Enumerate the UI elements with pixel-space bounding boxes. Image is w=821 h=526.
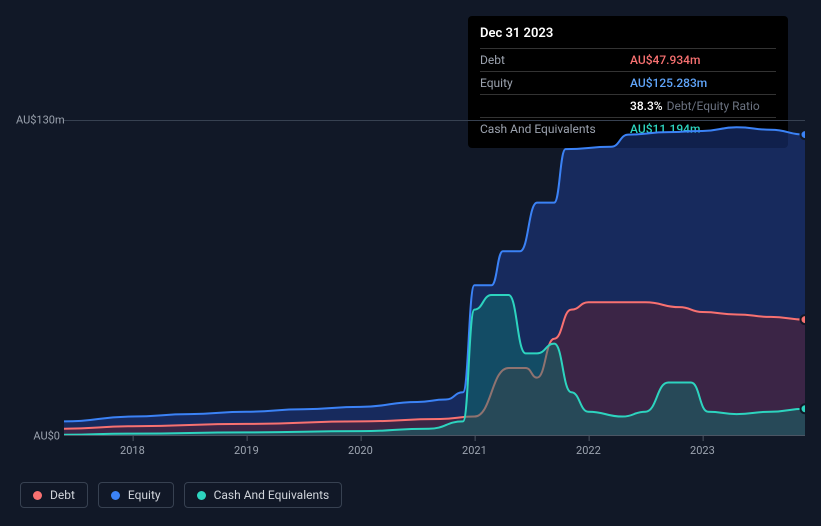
tooltip-title: Dec 31 2023 bbox=[480, 24, 776, 48]
tooltip-row-label: Equity bbox=[480, 74, 630, 92]
legend-item[interactable]: Debt bbox=[20, 482, 88, 508]
tooltip-row-label: Debt bbox=[480, 51, 630, 69]
y-axis-label: AU$130m bbox=[16, 114, 60, 127]
legend-dot-icon bbox=[33, 491, 42, 500]
legend-dot-icon bbox=[111, 491, 120, 500]
tooltip-row-extra: Debt/Equity Ratio bbox=[667, 97, 760, 115]
series-end-dot bbox=[801, 130, 806, 139]
gridline-top bbox=[64, 120, 805, 121]
chart-area: AU$130mAU$0 201820192020202120222023 bbox=[16, 120, 805, 466]
x-axis-tick: 2023 bbox=[690, 444, 715, 457]
legend-label: Equity bbox=[128, 488, 161, 502]
x-axis-tick: 2020 bbox=[348, 444, 373, 457]
chart-svg bbox=[64, 120, 805, 436]
plot-region[interactable] bbox=[64, 120, 805, 436]
series-end-dot bbox=[801, 315, 806, 324]
legend-item[interactable]: Cash And Equivalents bbox=[184, 482, 343, 508]
x-axis: 2018 2019 2020 2021 2022 2023 bbox=[64, 436, 805, 466]
tooltip-row-label bbox=[480, 97, 630, 115]
legend-dot-icon bbox=[197, 491, 206, 500]
tooltip-row-value: AU$47.934m bbox=[630, 51, 700, 69]
legend-item[interactable]: Equity bbox=[98, 482, 174, 508]
legend-label: Debt bbox=[50, 488, 75, 502]
y-axis-label: AU$0 bbox=[16, 430, 60, 443]
x-axis-tick: 2019 bbox=[234, 444, 259, 457]
tooltip-row: EquityAU$125.283m bbox=[480, 71, 776, 94]
tooltip-row-value: AU$125.283m bbox=[630, 74, 707, 92]
legend-label: Cash And Equivalents bbox=[214, 488, 330, 502]
x-axis-tick: 2018 bbox=[120, 444, 145, 457]
tooltip-row-value: 38.3% bbox=[630, 97, 663, 115]
series-end-dot bbox=[801, 404, 806, 413]
x-axis-tick: 2021 bbox=[462, 444, 487, 457]
legend: Debt Equity Cash And Equivalents bbox=[20, 482, 342, 508]
tooltip-row: 38.3%Debt/Equity Ratio bbox=[480, 94, 776, 117]
x-axis-tick: 2022 bbox=[576, 444, 601, 457]
tooltip-row: DebtAU$47.934m bbox=[480, 48, 776, 71]
